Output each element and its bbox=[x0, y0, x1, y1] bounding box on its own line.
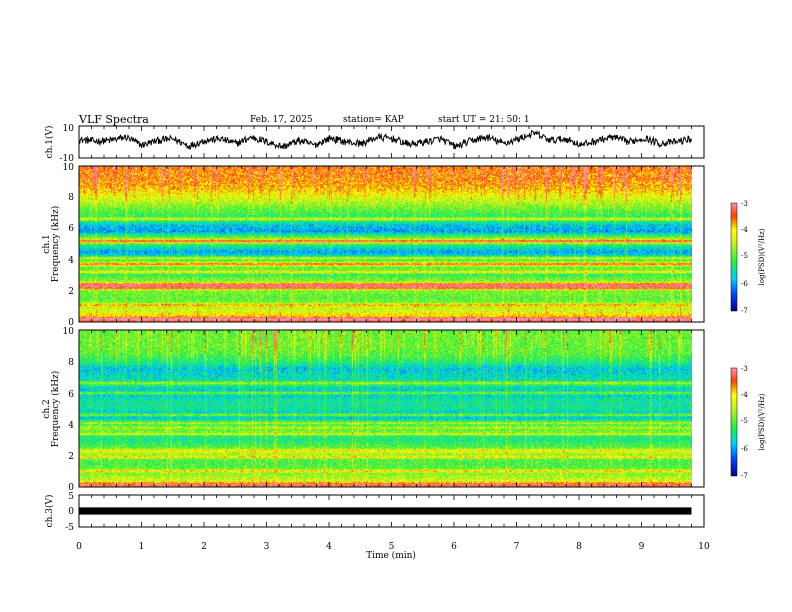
ch1-waveform-line bbox=[78, 129, 692, 151]
ch2-spectrogram-image bbox=[79, 330, 692, 487]
ch1-colorbar bbox=[730, 202, 738, 312]
ch3-ytick-5: 5 bbox=[68, 492, 74, 502]
xtick-10: 10 bbox=[698, 542, 710, 552]
ch1-waveform-panel: 10 -10 ch.1(V) bbox=[44, 124, 705, 164]
xtick-9: 9 bbox=[639, 542, 645, 552]
ch1-ytick-bottom: -10 bbox=[60, 154, 75, 164]
ch1-ytick-0: 0 bbox=[68, 318, 74, 328]
ch1-spectrogram-panel: 0 2 4 6 8 10 ch.1 Frequency (kHz) -3 -4 … bbox=[42, 163, 766, 328]
ch1-ytick-2: 2 bbox=[68, 287, 74, 297]
ch2-colorbar-tick-m5: -5 bbox=[741, 417, 748, 425]
xtick-3: 3 bbox=[264, 542, 270, 552]
ch2-colorbar-label: log(PSD)(V²/Hz) bbox=[758, 393, 766, 450]
station-label: station= KAP bbox=[343, 115, 404, 125]
ch2-spectrogram-wrapper bbox=[79, 330, 692, 487]
figure-title: VLF Spectra bbox=[78, 113, 149, 126]
xtick-8: 8 bbox=[576, 542, 582, 552]
ch1-colorbar-tick-m6: -6 bbox=[741, 280, 748, 288]
start-ut-label: start UT = 21: 50: 1 bbox=[438, 115, 530, 125]
ch2-colorbar-tick-m7: -7 bbox=[741, 472, 748, 480]
ch3-ytick-m5: -5 bbox=[65, 523, 74, 533]
ch2-ytick-8: 8 bbox=[68, 358, 74, 368]
ch2-ytick-2: 2 bbox=[68, 452, 74, 462]
ch1-ytick-top: 10 bbox=[63, 124, 75, 134]
ch2-colorbar bbox=[730, 367, 738, 477]
ch3-waveform-band bbox=[79, 507, 692, 515]
xtick-7: 7 bbox=[514, 542, 520, 552]
ch1-waveform-ylabel: ch.1(V) bbox=[44, 126, 55, 159]
ch2-ytick-6: 6 bbox=[68, 390, 74, 400]
xtick-6: 6 bbox=[451, 542, 457, 552]
ch3-ytick-0: 0 bbox=[68, 507, 74, 517]
x-axis: 0 1 2 3 4 5 6 7 8 9 10 Time (min) bbox=[76, 542, 710, 561]
x-axis-label: Time (min) bbox=[366, 550, 416, 561]
ch3-waveform-ticks bbox=[78, 495, 705, 527]
ch1-ytick-10: 10 bbox=[63, 163, 75, 173]
ch1-frequency-ylabel: Frequency (kHz) bbox=[50, 206, 61, 283]
ch2-ytick-4: 4 bbox=[68, 421, 74, 431]
ch1-ytick-8: 8 bbox=[68, 193, 74, 203]
ch2-spectrogram-ticks bbox=[78, 330, 705, 487]
ch2-colorbar-tick-m3: -3 bbox=[741, 365, 748, 373]
ch1-colorbar-tick-m4: -4 bbox=[741, 226, 748, 234]
xtick-1: 1 bbox=[139, 542, 145, 552]
ch1-waveform-ticks bbox=[78, 126, 705, 158]
ch1-colorbar-tick-m5: -5 bbox=[741, 252, 748, 260]
ch2-ytick-0: 0 bbox=[68, 483, 74, 493]
ch1-spectrogram-wrapper bbox=[79, 166, 692, 322]
ch2-ytick-10: 10 bbox=[63, 327, 75, 337]
ch1-colorbar-tick-m3: -3 bbox=[741, 200, 748, 208]
date-label: Feb. 17, 2025 bbox=[250, 115, 313, 125]
ch1-ytick-6: 6 bbox=[68, 224, 74, 234]
ch2-colorbar-tick-m6: -6 bbox=[741, 445, 748, 453]
ch3-waveform-panel: 5 0 -5 ch.3(V) bbox=[44, 492, 705, 533]
ch3-waveform-ylabel: ch.3(V) bbox=[44, 495, 55, 528]
ch1-spectrogram-image bbox=[79, 166, 692, 322]
ch2-channel-label: ch.2 bbox=[42, 399, 52, 418]
xtick-0: 0 bbox=[76, 542, 82, 552]
ch2-colorbar-tick-m4: -4 bbox=[741, 391, 748, 399]
xtick-4: 4 bbox=[326, 542, 332, 552]
xtick-5: 5 bbox=[389, 542, 395, 552]
ch1-colorbar-label: log(PSD)(V²/Hz) bbox=[758, 228, 766, 285]
xtick-2: 2 bbox=[201, 542, 207, 552]
ch1-ytick-4: 4 bbox=[68, 256, 74, 266]
ch1-colorbar-tick-m7: -7 bbox=[741, 307, 748, 315]
ch1-spectrogram-ticks bbox=[78, 166, 705, 322]
ch1-channel-label: ch.1 bbox=[42, 234, 52, 253]
ch2-spectrogram-panel: 0 2 4 6 8 10 ch.2 Frequency (kHz) -3 -4 … bbox=[42, 327, 766, 493]
ch2-frequency-ylabel: Frequency (kHz) bbox=[50, 371, 61, 448]
